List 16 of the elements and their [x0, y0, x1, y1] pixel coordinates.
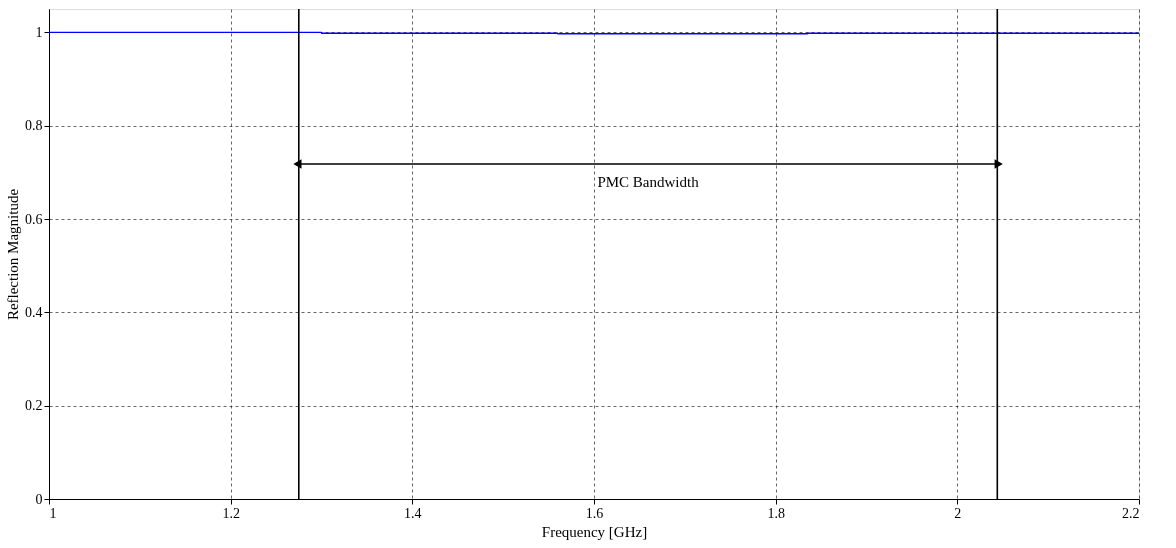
y-tick-label: 1 — [35, 24, 43, 40]
y-axis-title: Reflection Magnitude — [5, 188, 21, 321]
x-tick-label: 1 — [49, 505, 57, 521]
annotation: PMC Bandwidth — [597, 174, 700, 190]
x-tick-label: 1.2 — [222, 505, 240, 521]
x-tick-label: 1.6 — [585, 505, 604, 521]
x-tick-label: 2 — [954, 505, 962, 521]
x-axis-title: Frequency [GHz] — [541, 523, 648, 540]
y-tick-label: 0.4 — [25, 304, 43, 320]
x-tick-label: 2.2 — [1122, 505, 1140, 521]
y-tick-label: 0.2 — [25, 398, 43, 414]
y-tick-label: 0 — [35, 491, 43, 507]
y-tick-label: 0.6 — [25, 211, 43, 227]
x-tick-label: 1.4 — [404, 505, 422, 521]
y-tick-label: 0.8 — [25, 118, 43, 134]
x-tick-label: 1.8 — [767, 505, 785, 521]
